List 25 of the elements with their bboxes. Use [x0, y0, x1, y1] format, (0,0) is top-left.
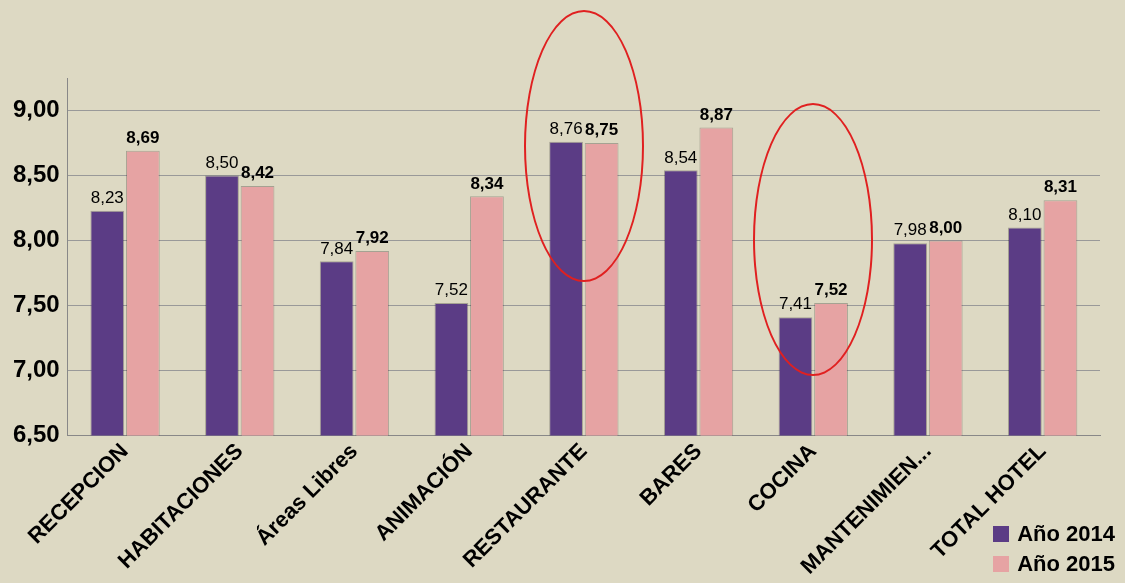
data-label: 8,42 — [240, 163, 275, 183]
y-tick-label: 7,00 — [12, 355, 60, 383]
data-label: 7,52 — [814, 280, 848, 300]
data-label: 8,34 — [470, 173, 505, 193]
y-tick-label: 9,00 — [12, 95, 60, 123]
y-tick-label: 7,50 — [12, 290, 60, 318]
data-label: 7,92 — [355, 228, 389, 248]
data-label: 7,84 — [320, 238, 354, 258]
data-label: 8,31 — [1043, 177, 1077, 197]
data-label: 8,87 — [699, 104, 733, 124]
data-label: 8,50 — [205, 152, 239, 172]
data-label: 7,98 — [893, 220, 927, 240]
data-label: 7,41 — [778, 294, 813, 314]
data-label: 8,76 — [549, 118, 583, 138]
legend-label: Año 2014 — [1017, 521, 1115, 547]
data-label: 8,75 — [585, 120, 619, 140]
data-label: 8,00 — [929, 217, 963, 237]
legend-label: Año 2015 — [1017, 551, 1115, 577]
data-label: 8,10 — [1008, 204, 1042, 224]
data-label: 8,23 — [90, 187, 124, 207]
data-label: 8,54 — [664, 147, 698, 167]
y-tick-label: 8,00 — [12, 225, 60, 253]
y-tick-label: 8,50 — [12, 160, 60, 188]
data-label: 7,52 — [434, 280, 468, 300]
data-label: 8,69 — [126, 128, 160, 148]
